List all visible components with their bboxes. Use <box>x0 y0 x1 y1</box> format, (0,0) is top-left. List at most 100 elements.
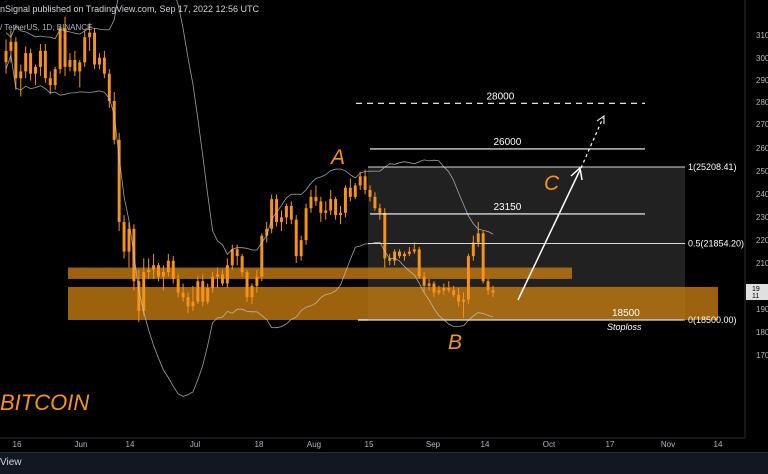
candle-body <box>9 41 13 51</box>
candle-body <box>329 199 333 211</box>
level-label-26000: 26000 <box>494 137 522 148</box>
candle-body <box>393 251 397 261</box>
stoploss-label: Stoploss <box>607 322 642 332</box>
candle-body <box>171 260 175 279</box>
candle-body <box>112 101 116 140</box>
x-tick-label: Sep <box>426 440 441 449</box>
candle-body <box>378 208 382 213</box>
candle-body <box>334 199 338 216</box>
candle-body <box>250 285 254 298</box>
projection-arrow <box>517 169 581 301</box>
x-tick-label: 17 <box>606 440 615 449</box>
candle-body <box>88 32 92 38</box>
candle-body <box>466 256 470 300</box>
candle-body <box>319 201 323 213</box>
level-label-28000: 28000 <box>487 91 515 102</box>
candle-body <box>201 281 205 302</box>
candle-body <box>24 53 28 72</box>
candle-body <box>471 242 475 257</box>
candles <box>4 16 495 323</box>
candle-body <box>147 269 151 273</box>
candle-body <box>225 265 229 284</box>
candle-body <box>412 249 416 252</box>
x-tick-label: 14 <box>481 440 490 449</box>
candle-body <box>442 288 446 291</box>
y-tick-label: 220 <box>756 236 768 245</box>
candle-body <box>157 265 160 277</box>
candle-body <box>398 251 402 257</box>
candle-body <box>53 69 57 86</box>
y-tick-label: 190 <box>756 305 768 314</box>
candle-body <box>275 199 279 222</box>
candle-body <box>314 196 318 202</box>
candle-body <box>427 283 431 286</box>
candle-body <box>339 212 342 216</box>
candle-body <box>363 176 367 190</box>
candle-body <box>196 281 200 302</box>
candle-body <box>152 265 156 270</box>
candle-body <box>452 290 456 295</box>
candle-body <box>348 187 352 197</box>
candle-body <box>432 283 436 293</box>
candle-body <box>343 187 347 213</box>
candle-body <box>279 217 283 222</box>
candle-body <box>14 41 18 79</box>
y-tick-label: 230 <box>756 213 768 222</box>
projection-arrow-dashed <box>580 117 604 169</box>
candle-body <box>161 272 165 277</box>
candle-body <box>255 276 259 286</box>
x-tick-label: Nov <box>661 440 675 449</box>
candle-body <box>206 288 210 302</box>
candle-body <box>48 78 52 86</box>
candle-body <box>137 281 141 311</box>
candle-body <box>166 260 170 273</box>
y-tick-label: 280 <box>756 98 768 107</box>
y-tick-label: 310 <box>756 31 768 40</box>
candle-body <box>240 256 244 273</box>
candle-body <box>235 249 239 257</box>
candle-body <box>107 73 111 102</box>
candle-body <box>68 59 72 67</box>
candle-body <box>181 292 185 298</box>
chart-title: BITCOIN <box>0 390 89 415</box>
candle-body <box>29 53 33 74</box>
level-label-18500: 18500 <box>612 308 640 319</box>
x-tick-label: 16 <box>13 440 22 449</box>
fib-label: 0.5(21854.20) <box>688 239 744 249</box>
y-tick-label: 210 <box>756 259 768 268</box>
candle-body <box>43 50 47 79</box>
candle-body <box>230 249 234 266</box>
wave-label-A: A <box>329 146 345 169</box>
candle-body <box>73 59 77 72</box>
candle-body <box>462 299 465 302</box>
x-tick-label: 18 <box>255 440 264 449</box>
x-tick-label: Aug <box>307 440 321 449</box>
candle-body <box>245 272 249 298</box>
candle-body <box>191 301 195 307</box>
x-tick-label: Oct <box>543 440 556 449</box>
support-zone-upper-support <box>68 267 572 279</box>
projection-arrow-head <box>570 166 583 181</box>
candle-body <box>260 235 264 277</box>
candle-body <box>299 240 303 257</box>
candle-body <box>368 189 372 197</box>
y-tick-label: 270 <box>756 120 768 129</box>
candle-body <box>447 288 451 291</box>
y-tick-label: 240 <box>756 190 768 199</box>
candle-body <box>284 205 288 218</box>
candle-body <box>294 219 298 257</box>
tradingview-logo[interactable]: View <box>0 457 22 468</box>
price-tag-bg <box>746 284 768 300</box>
y-tick-label: 170 <box>756 351 768 360</box>
price-tag: 19 <box>752 286 760 293</box>
x-tick-label: 14 <box>714 440 723 449</box>
candle-body <box>457 294 461 302</box>
projection-arrow-dashed-head <box>596 115 605 124</box>
candle-body <box>358 176 362 186</box>
candle-body <box>216 274 220 277</box>
band-lower <box>5 55 494 397</box>
candle-body <box>97 57 101 65</box>
fib-label: 0(18500.00) <box>688 315 737 325</box>
